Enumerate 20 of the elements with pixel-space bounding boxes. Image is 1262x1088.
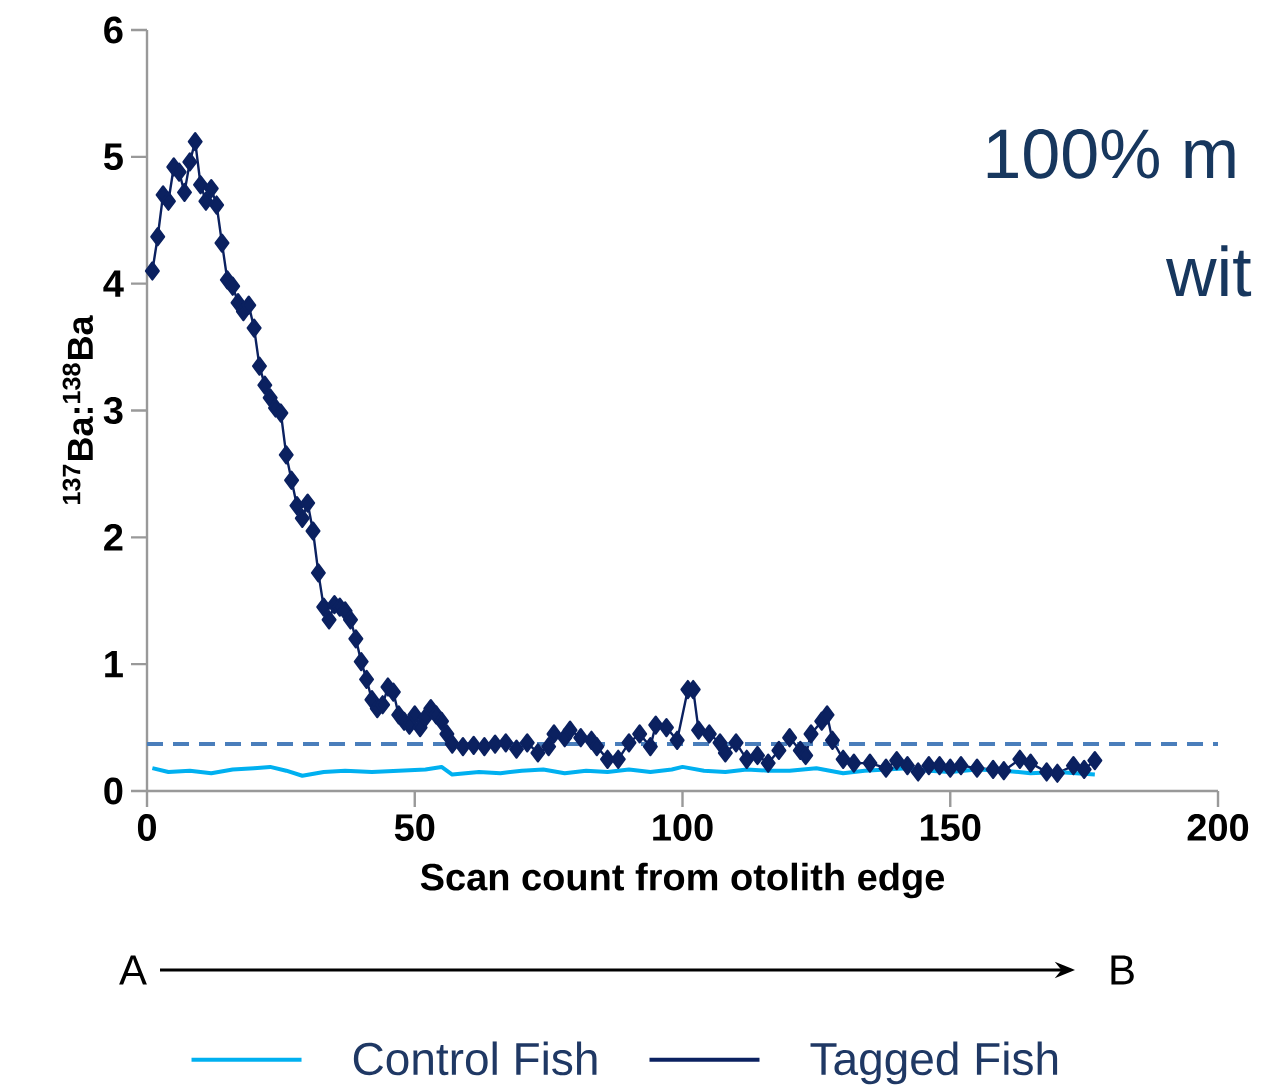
y-tick-label: 5: [103, 143, 123, 171]
legend-label: Tagged Fish: [810, 1041, 1058, 1085]
x-tick-label: 150: [920, 814, 981, 841]
annotation: 100% m: [987, 129, 1235, 179]
y-tick-label: 0: [104, 777, 123, 805]
x-tick-label: 50: [394, 814, 435, 841]
x-tick-label: 200: [1187, 814, 1249, 841]
text: A: [119, 955, 147, 985]
x-tick-label: 100: [653, 814, 713, 841]
y-tick-label: 2: [104, 524, 123, 551]
y-tick-label: 4: [103, 270, 124, 297]
y-tick-label: 3: [103, 397, 123, 424]
annotation: wit: [1165, 245, 1252, 297]
text: B: [1111, 955, 1134, 985]
x-axis-title: Scan count from otolith edge: [420, 862, 945, 899]
y-axis-title: $^{137}$Ba:$^{138}$Ba: [62, 315, 94, 504]
y-tick-label: 1: [105, 651, 123, 678]
legend-label: Control Fish: [353, 1041, 597, 1076]
x-tick-label: 0: [137, 814, 157, 841]
y-tick-label: 6: [104, 16, 123, 44]
